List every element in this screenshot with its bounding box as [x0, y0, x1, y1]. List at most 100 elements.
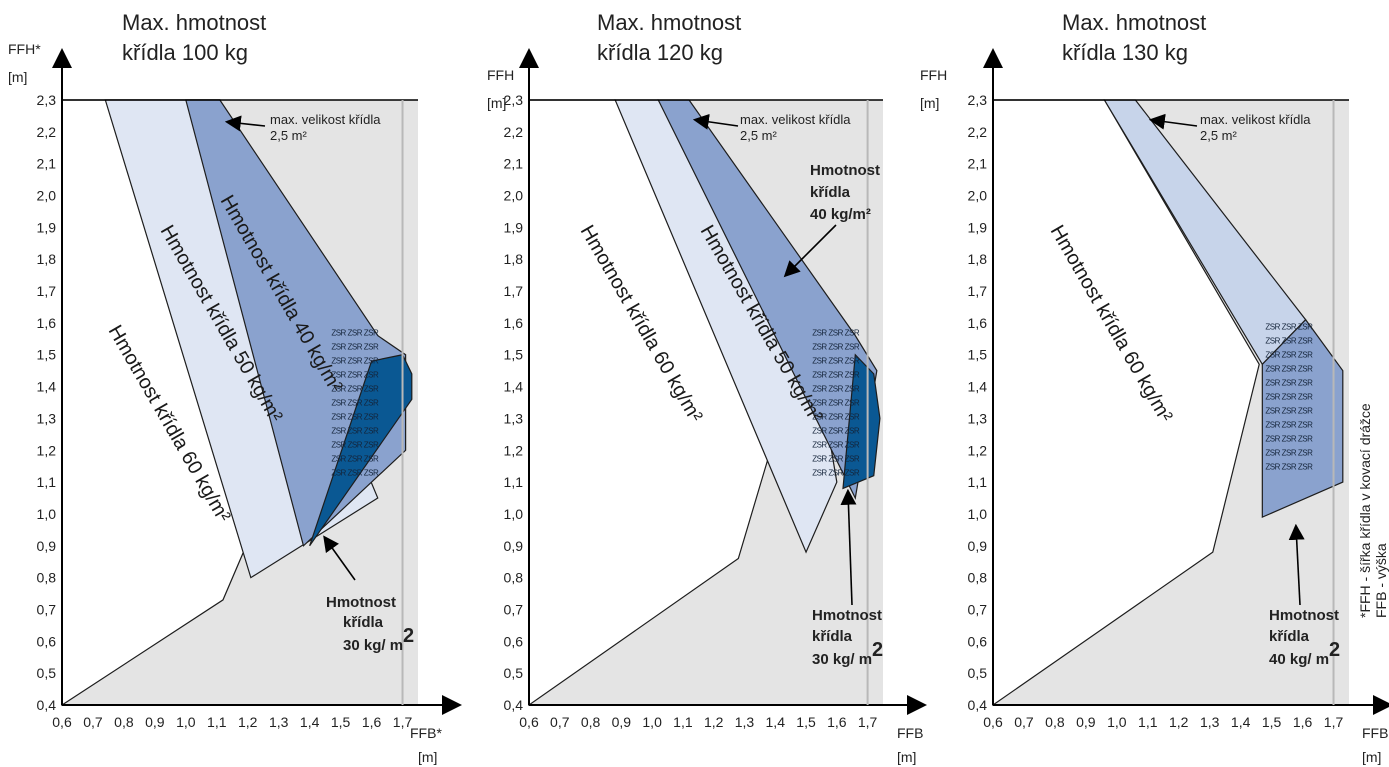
max-size-value: 2,5 m²: [740, 128, 778, 143]
annotation-30kg: Hmotnost křídla 30 kg/ m2: [326, 594, 414, 654]
chart-title-line1: Max. hmotnost: [1062, 10, 1206, 35]
x-tick-label: 1,0: [1107, 714, 1127, 730]
hatch-row: ZSR ZSR ZSR: [812, 469, 860, 478]
hatch-row: ZSR ZSR ZSR: [331, 399, 379, 408]
x-tick-label: 1,3: [735, 714, 755, 730]
annotation-arrow: [323, 535, 356, 581]
zsr-hatch: ZSR ZSR ZSR ZSR ZSR ZSR ZSR ZSR ZSR ZSR ZSR…: [331, 329, 379, 478]
hatch-row: ZSR ZSR ZSR: [812, 427, 860, 436]
y-tick-label: 0,9: [968, 538, 988, 554]
y-tick-label: 0,5: [968, 665, 988, 681]
max-size-label: max. velikost křídla: [1200, 112, 1311, 127]
y-axis-label: FFH: [920, 67, 947, 83]
annotation-line1: Hmotnost: [812, 607, 882, 624]
y-axis-label: FFH*: [8, 41, 41, 57]
y-tick-label: 0,7: [504, 601, 524, 617]
x-tick-label: 1,4: [300, 714, 320, 730]
side-note: *FFH - šířka křídla v kovací drážce FFB …: [1357, 403, 1389, 618]
x-tick-label: 1,5: [331, 714, 351, 730]
zsr-hatch: ZSR ZSR ZSR ZSR ZSR ZSR ZSR ZSR ZSR ZSR ZSR…: [812, 329, 860, 478]
annotation-arrow: [224, 115, 266, 132]
y-tick-label: 1,6: [37, 315, 57, 331]
hatch-row: ZSR ZSR ZSR: [331, 455, 379, 464]
y-tick-label: 0,9: [37, 538, 57, 554]
y-tick-label: 1,3: [37, 410, 57, 426]
side-note-line1: *FFH - šířka křídla v kovací drážce: [1357, 403, 1373, 618]
y-axis-label: FFH: [487, 67, 514, 83]
x-tick-label: 1,3: [1200, 714, 1220, 730]
x-tick-label: 1,2: [704, 714, 724, 730]
y-axis-unit: [m]: [920, 95, 939, 111]
y-tick-label: 1,6: [968, 315, 988, 331]
max-size-label: max. velikost křídla: [740, 112, 851, 127]
x-tick-label: 0,9: [612, 714, 632, 730]
chart-title-line1: Max. hmotnost: [122, 10, 266, 35]
y-tick-label: 1,4: [37, 379, 57, 395]
x-tick-label: 1,7: [393, 714, 413, 730]
x-tick-label: 0,9: [1076, 714, 1096, 730]
annotation-line1: Hmotnost: [1269, 607, 1339, 624]
band-30kg: [309, 354, 413, 547]
y-tick-label: 0,7: [968, 601, 988, 617]
x-tick-label: 0,7: [550, 714, 570, 730]
x-tick-label: 0,8: [114, 714, 134, 730]
x-tick-label: 0,8: [581, 714, 601, 730]
hatch-row: ZSR ZSR ZSR: [812, 343, 860, 352]
y-tick-label: 1,7: [968, 283, 988, 299]
y-tick-label: 1,4: [968, 379, 988, 395]
hatch-row: ZSR ZSR ZSR: [1265, 448, 1313, 457]
y-tick-label: 2,0: [968, 188, 988, 204]
y-tick-label: 2,1: [504, 156, 524, 172]
annotation-arrow: [1148, 113, 1198, 130]
hatch-row: ZSR ZSR ZSR: [812, 357, 860, 366]
chart-panel-120kg: Max. hmotnost křídla 120 kg FFH [m] FFB …: [487, 10, 927, 765]
hatch-row: ZSR ZSR ZSR: [812, 413, 860, 422]
x-tick-label: 0,6: [52, 714, 72, 730]
x-tick-label: 1,2: [1169, 714, 1189, 730]
hatch-row: ZSR ZSR ZSR: [812, 441, 860, 450]
x-tick-label: 0,6: [519, 714, 539, 730]
x-tick-label: 1,5: [1262, 714, 1282, 730]
plot-area: 0,4 0,5 0,6 0,7 0,8 0,9 1,0 1,1 1,2 1,3 1,4 1,5 1,6 1…: [504, 48, 927, 730]
x-tick-label: 1,7: [1324, 714, 1344, 730]
hatch-row: ZSR ZSR ZSR: [331, 371, 379, 380]
x-tick-label: 1,1: [1138, 714, 1158, 730]
hatch-row: ZSR ZSR ZSR: [812, 455, 860, 464]
hatch-row: ZSR ZSR ZSR: [1265, 336, 1313, 345]
y-tick-label: 1,9: [968, 219, 988, 235]
hatch-row: ZSR ZSR ZSR: [331, 413, 379, 422]
x-tick-label: 0,8: [1045, 714, 1065, 730]
max-size-value: 2,5 m²: [1200, 128, 1238, 143]
inner-label-line2: křídla: [810, 184, 851, 201]
y-tick-label: 0,6: [504, 633, 524, 649]
y-tick-label: 1,0: [968, 506, 988, 522]
hatch-row: ZSR ZSR ZSR: [331, 343, 379, 352]
x-tick-label: 1,6: [827, 714, 847, 730]
hatch-row: ZSR ZSR ZSR: [1265, 322, 1313, 331]
y-tick-label: 1,9: [37, 219, 57, 235]
annotation-line3: 30 kg/ m2: [812, 639, 883, 668]
hatch-row: ZSR ZSR ZSR: [1265, 350, 1313, 359]
y-tick-label: 0,4: [37, 697, 57, 713]
x-tick-label: 1,0: [176, 714, 196, 730]
x-tick-label: 0,6: [983, 714, 1003, 730]
inner-label-line3: 40 kg/m²: [810, 206, 871, 223]
annotation-40kg: Hmotnost křídla 40 kg/ m2: [1269, 607, 1340, 668]
x-axis-label: FFB: [1362, 725, 1388, 741]
chart-title-line1: Max. hmotnost: [597, 10, 741, 35]
y-tick-label: 1,9: [504, 219, 524, 235]
y-axis-unit: [m]: [487, 95, 506, 111]
y-tick-label: 1,1: [504, 474, 524, 490]
chart-title-line2: křídla 100 kg: [122, 40, 248, 65]
annotation-line2: křídla: [1269, 628, 1310, 645]
y-tick-label: 2,2: [504, 124, 524, 140]
x-tick-label: 1,6: [1293, 714, 1313, 730]
y-tick-label: 1,4: [504, 379, 524, 395]
annotation-line2: křídla: [343, 614, 384, 631]
y-tick-label: 0,6: [968, 633, 988, 649]
annotation-arrow: [1288, 523, 1305, 606]
annotation-line3: 30 kg/ m2: [343, 625, 414, 654]
y-axis-unit: [m]: [8, 69, 27, 85]
hatch-row: ZSR ZSR ZSR: [1265, 392, 1313, 401]
x-tick-label: 1,2: [238, 714, 258, 730]
